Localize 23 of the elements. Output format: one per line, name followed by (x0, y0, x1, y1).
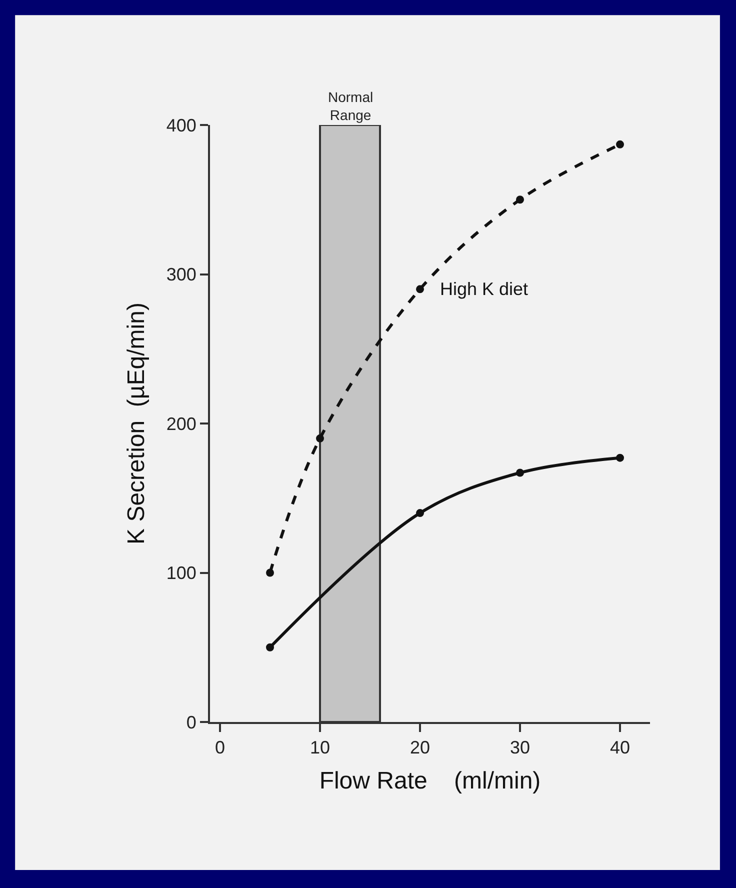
x-tick-label: 10 (310, 738, 330, 758)
x-tick-label: 0 (214, 738, 226, 758)
point (266, 643, 274, 652)
x-tick-label: 40 (610, 738, 630, 758)
y-tick-label: 100 (166, 563, 196, 584)
point (316, 434, 324, 442)
point (266, 568, 274, 577)
point (516, 468, 524, 477)
x-axis-title: Flow Rate (ml/min) (319, 767, 541, 794)
y-axis-title: K Secretion (µEq/min) (122, 302, 150, 544)
point (416, 285, 424, 294)
y-tick-label: 300 (166, 264, 196, 285)
y-tick-label: 200 (166, 414, 196, 434)
band-label: Normal Range (328, 89, 374, 124)
x-tick-label: 30 (510, 738, 530, 758)
y-tick-label: 400 (166, 115, 196, 136)
point (616, 454, 624, 462)
x-tick-label: 20 (410, 738, 430, 758)
series-label: High K diet (440, 279, 528, 299)
point (516, 196, 524, 204)
point (416, 509, 424, 518)
y-tick-label: 0 (186, 712, 196, 732)
point (616, 140, 624, 148)
